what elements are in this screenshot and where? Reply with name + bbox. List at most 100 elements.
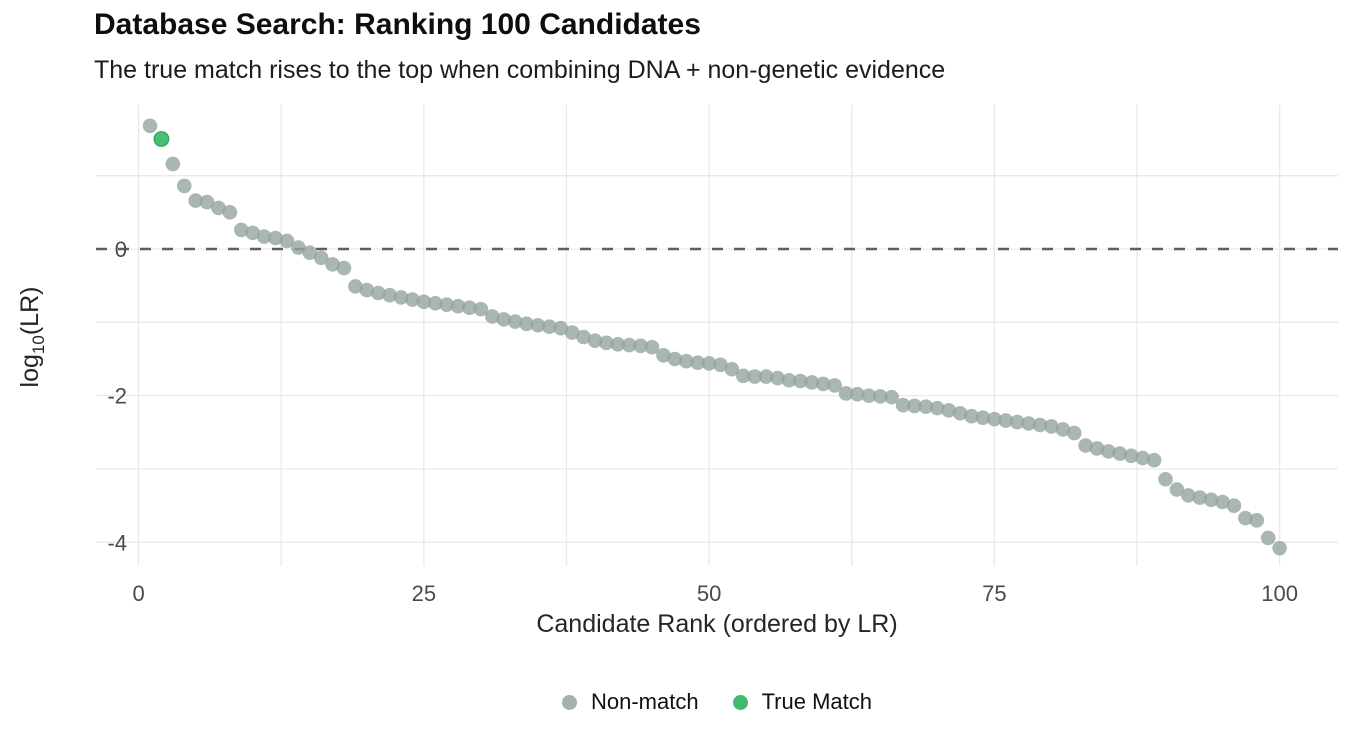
data-point[interactable] (576, 329, 591, 345)
data-point[interactable] (211, 200, 226, 216)
data-point[interactable] (427, 295, 443, 311)
data-point[interactable] (895, 397, 911, 413)
data-point[interactable] (291, 240, 306, 255)
data-point[interactable] (1203, 492, 1219, 508)
data-point[interactable] (621, 337, 637, 353)
data-point[interactable] (233, 222, 249, 238)
data-point[interactable] (222, 205, 238, 220)
data-point[interactable] (382, 287, 397, 303)
legend-item-true-match[interactable]: True Match (732, 689, 872, 715)
data-point[interactable] (1078, 438, 1093, 453)
data-point[interactable] (599, 335, 614, 351)
data-point[interactable] (268, 230, 283, 246)
data-point[interactable] (564, 325, 580, 340)
data-point[interactable] (724, 361, 740, 377)
data-point[interactable] (473, 301, 489, 317)
data-point[interactable] (998, 413, 1014, 428)
data-point[interactable] (827, 378, 842, 393)
data-point[interactable] (1032, 417, 1048, 433)
data-point[interactable] (872, 389, 888, 404)
data-point[interactable] (165, 156, 181, 172)
data-point[interactable] (359, 282, 375, 298)
data-point[interactable] (815, 376, 831, 392)
data-point[interactable] (176, 178, 192, 194)
data-point[interactable] (370, 285, 386, 301)
data-point[interactable] (644, 339, 660, 355)
data-point[interactable] (713, 357, 728, 373)
data-point[interactable] (519, 316, 534, 332)
data-point[interactable] (245, 225, 260, 241)
data-point[interactable] (1238, 510, 1253, 526)
data-point[interactable] (975, 410, 991, 425)
data-point[interactable] (1272, 540, 1287, 556)
data-point[interactable] (1055, 422, 1071, 437)
data-point[interactable] (678, 353, 694, 369)
data-point[interactable] (530, 317, 546, 333)
data-point[interactable] (781, 372, 797, 388)
data-point[interactable] (348, 279, 363, 294)
data-point[interactable] (1215, 494, 1230, 510)
data-point[interactable] (1066, 425, 1082, 441)
data-point[interactable] (1181, 488, 1196, 503)
data-point[interactable] (941, 403, 957, 418)
data-point[interactable] (964, 408, 979, 424)
data-point[interactable] (1123, 448, 1139, 464)
data-point[interactable] (416, 294, 432, 310)
data-point[interactable] (884, 389, 899, 405)
data-point[interactable] (313, 250, 329, 266)
data-point[interactable] (793, 373, 808, 389)
data-point[interactable] (1044, 419, 1059, 434)
data-point[interactable] (439, 297, 454, 313)
data-point[interactable] (1135, 450, 1150, 466)
data-point[interactable] (804, 375, 820, 390)
data-point[interactable] (701, 356, 717, 371)
data-point[interactable] (336, 260, 352, 276)
data-point[interactable] (1226, 498, 1242, 513)
data-point[interactable] (485, 309, 500, 324)
data-point[interactable] (952, 405, 968, 421)
data-point[interactable] (907, 398, 922, 414)
data-point[interactable] (987, 411, 1002, 427)
data-point[interactable] (405, 292, 420, 307)
data-point[interactable] (1101, 444, 1116, 459)
data-point[interactable] (256, 229, 272, 244)
data-point[interactable] (1021, 416, 1036, 431)
data-point[interactable] (850, 386, 865, 402)
legend-item-non-match[interactable]: Non-match (561, 689, 699, 715)
data-point[interactable] (747, 369, 763, 384)
data-point[interactable] (1192, 490, 1208, 505)
data-point[interactable] (302, 245, 318, 260)
true-match-point[interactable] (153, 131, 170, 147)
data-point[interactable] (1112, 446, 1128, 461)
data-point[interactable] (1009, 414, 1025, 430)
data-point[interactable] (507, 314, 523, 329)
data-point[interactable] (758, 369, 774, 384)
data-point[interactable] (633, 338, 648, 354)
data-point[interactable] (542, 319, 557, 335)
data-point[interactable] (188, 193, 203, 208)
data-point[interactable] (838, 386, 854, 401)
data-point[interactable] (861, 388, 877, 403)
data-point[interactable] (1158, 471, 1173, 487)
data-point[interactable] (496, 312, 512, 327)
data-point[interactable] (918, 399, 934, 414)
data-point[interactable] (1249, 513, 1265, 528)
data-point[interactable] (553, 320, 569, 336)
data-point[interactable] (199, 194, 215, 210)
data-point[interactable] (690, 355, 705, 370)
data-point[interactable] (325, 257, 340, 272)
data-point[interactable] (667, 351, 683, 367)
data-point[interactable] (1089, 441, 1105, 456)
data-point[interactable] (462, 300, 477, 315)
data-point[interactable] (656, 348, 671, 363)
data-point[interactable] (1169, 482, 1185, 497)
data-point[interactable] (736, 368, 751, 384)
data-point[interactable] (142, 118, 158, 134)
data-point[interactable] (770, 370, 785, 386)
data-point[interactable] (1260, 530, 1276, 546)
data-point[interactable] (279, 233, 295, 249)
data-point[interactable] (930, 400, 945, 416)
data-point[interactable] (587, 333, 603, 348)
data-point[interactable] (450, 298, 466, 314)
data-point[interactable] (393, 290, 409, 305)
